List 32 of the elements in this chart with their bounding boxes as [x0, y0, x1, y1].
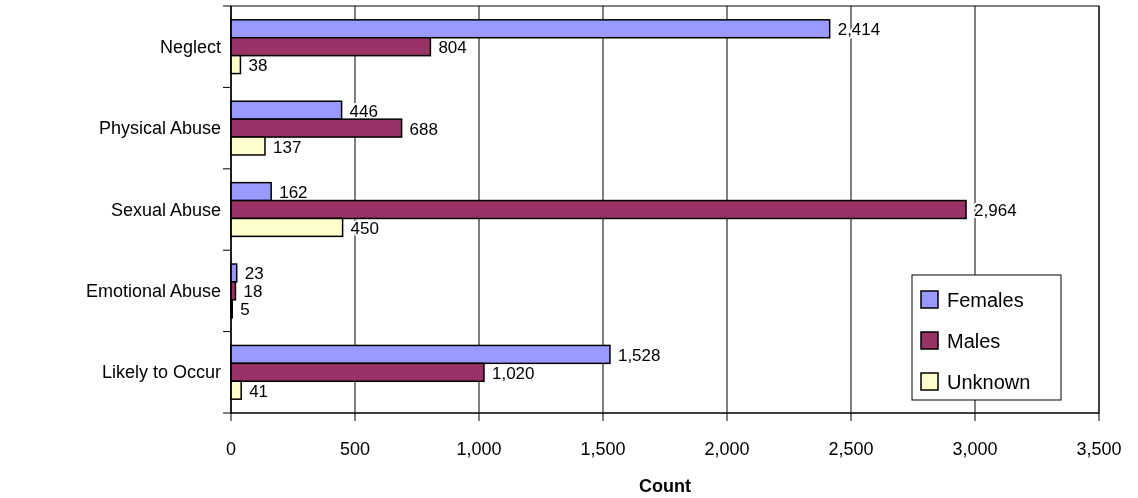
data-label: 450 [350, 218, 379, 238]
data-label: 41 [249, 381, 269, 401]
y-tick-label: Emotional Abuse [85, 280, 221, 301]
legend-label: Females [947, 289, 1024, 311]
data-label: 2,414 [837, 20, 881, 40]
x-tick-label: 1,000 [456, 439, 502, 459]
data-label: 18 [243, 282, 263, 302]
data-label: 1,528 [617, 345, 661, 365]
data-label: 38 [248, 56, 268, 76]
data-label: 137 [272, 137, 302, 157]
y-tick-label: Physical Abuse [98, 118, 221, 139]
x-tick-label: 3,500 [1076, 439, 1122, 459]
x-tick-label: 2,500 [828, 439, 874, 459]
x-tick-label: 500 [339, 439, 371, 459]
x-tick-label: 0 [225, 439, 237, 459]
data-label: 446 [349, 101, 378, 121]
x-tick-label: 1,500 [580, 439, 626, 459]
x-axis-title: Count [639, 476, 691, 496]
legend-label: Males [947, 330, 1001, 352]
data-label: 1,020 [491, 363, 535, 383]
data-label: 23 [244, 264, 264, 284]
x-tick-label: 3,000 [952, 439, 998, 459]
y-tick-label: Likely to Occur [101, 362, 221, 383]
x-tick-label: 2,000 [704, 439, 750, 459]
data-label: 688 [409, 119, 438, 139]
data-label: 5 [240, 300, 250, 320]
data-label: 162 [279, 183, 308, 203]
data-label: 804 [438, 38, 467, 58]
legend-label: Unknown [947, 371, 1031, 393]
data-label: 2,964 [974, 201, 1017, 220]
y-tick-label: Neglect [159, 36, 221, 57]
y-tick-label: Sexual Abuse [110, 199, 221, 220]
